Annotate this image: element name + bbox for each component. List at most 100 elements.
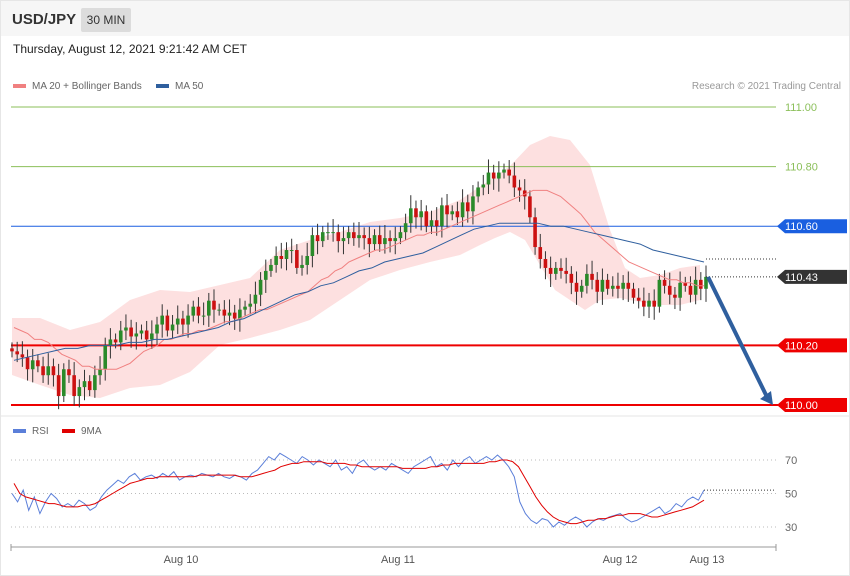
candle-41 (222, 300, 227, 324)
candle-body (36, 360, 40, 367)
candle-60 (320, 226, 325, 248)
candle-body (388, 238, 392, 242)
candle-86 (455, 201, 460, 226)
candle-92 (486, 159, 491, 195)
candle-body (269, 264, 273, 271)
legend-ma20-swatch (13, 84, 26, 89)
candle-34 (186, 304, 190, 338)
legend-ma20-label: MA 20 + Bollinger Bands (32, 81, 142, 92)
candle-32 (175, 305, 180, 335)
candle-134 (704, 265, 708, 302)
candle-55 (295, 244, 299, 274)
candle-body (108, 339, 113, 346)
candle-77 (408, 195, 413, 233)
candle-82 (434, 207, 439, 236)
candle-106 (559, 258, 563, 279)
candle-body (486, 172, 491, 185)
rsi-line (11, 452, 705, 528)
candle-body (227, 312, 232, 316)
candle-body (341, 238, 346, 242)
candle-100 (528, 190, 532, 224)
candle-body (212, 300, 216, 310)
candle-body (533, 217, 537, 248)
candle-127 (667, 272, 672, 305)
candle-125 (657, 273, 662, 313)
candle-38 (207, 292, 211, 327)
candle-body (41, 366, 45, 376)
candle-body (217, 309, 221, 311)
candle-110 (579, 279, 584, 298)
candle-body (300, 264, 304, 268)
candle-116 (610, 276, 615, 297)
candle-body (460, 202, 465, 218)
candle-9 (56, 363, 61, 410)
candle-83 (440, 197, 444, 238)
candle-36 (196, 297, 201, 324)
candle-body (30, 360, 35, 370)
candle-5 (36, 354, 40, 373)
candle-body (201, 315, 206, 317)
candle-19 (108, 328, 113, 359)
candle-29 (160, 304, 164, 338)
candle-body (528, 196, 532, 218)
bollinger-band (12, 136, 700, 398)
candle-body (139, 330, 144, 334)
candle-body (289, 250, 294, 252)
symbol-title: USD/JPY (12, 11, 77, 28)
candle-31 (170, 315, 175, 339)
candle-28 (155, 316, 159, 345)
candle-body (129, 327, 133, 337)
candle-71 (377, 225, 382, 252)
level-label-110.20: 110.20 (785, 340, 818, 352)
candle-88 (465, 194, 470, 223)
candle-27 (150, 320, 154, 349)
candle-107 (564, 257, 568, 284)
candle-35 (191, 300, 196, 322)
candle-body (315, 235, 320, 242)
candle-25 (139, 324, 144, 340)
candle-body (165, 315, 170, 331)
rsi-tick-50: 50 (785, 489, 797, 501)
candle-61 (326, 222, 330, 240)
level-tag-110.60 (777, 219, 847, 234)
candle-7 (46, 353, 51, 385)
candle-93 (491, 164, 496, 190)
candle-109 (574, 271, 579, 305)
legend-ma20: MA 20 + Bollinger Bands (13, 81, 142, 92)
timeframe-badge[interactable]: 30 MIN (81, 8, 131, 32)
candle-21 (118, 320, 123, 351)
candle-body (181, 318, 185, 325)
candle-3 (25, 349, 30, 381)
candle-body (600, 279, 605, 292)
candle-body (497, 172, 501, 179)
candle-body (631, 288, 636, 298)
candle-body (248, 303, 253, 307)
candle-body (574, 282, 579, 292)
legend-9ma-label: 9MA (81, 426, 102, 437)
candle-123 (647, 292, 651, 318)
candle-47 (253, 281, 258, 314)
candle-body (10, 348, 14, 352)
candle-body (585, 273, 589, 286)
candle-18 (103, 337, 108, 381)
candle-67 (357, 222, 361, 248)
candle-91 (481, 174, 486, 196)
candle-body (554, 267, 558, 274)
candle-14 (82, 369, 87, 401)
level-tag-110.20 (777, 338, 847, 353)
candle-body (346, 232, 351, 239)
candle-70 (372, 229, 377, 251)
candle-128 (673, 286, 677, 310)
candle-body (331, 232, 335, 234)
candle-111 (585, 264, 589, 294)
candle-body (662, 279, 667, 286)
candle-body (419, 211, 423, 218)
candle-body (263, 270, 268, 280)
candle-body (72, 375, 76, 397)
candle-body (196, 306, 201, 316)
candle-body (175, 318, 180, 325)
candle-15 (87, 375, 92, 397)
candle-6 (41, 356, 45, 383)
candle-12 (72, 362, 76, 406)
candle-body (253, 294, 258, 304)
